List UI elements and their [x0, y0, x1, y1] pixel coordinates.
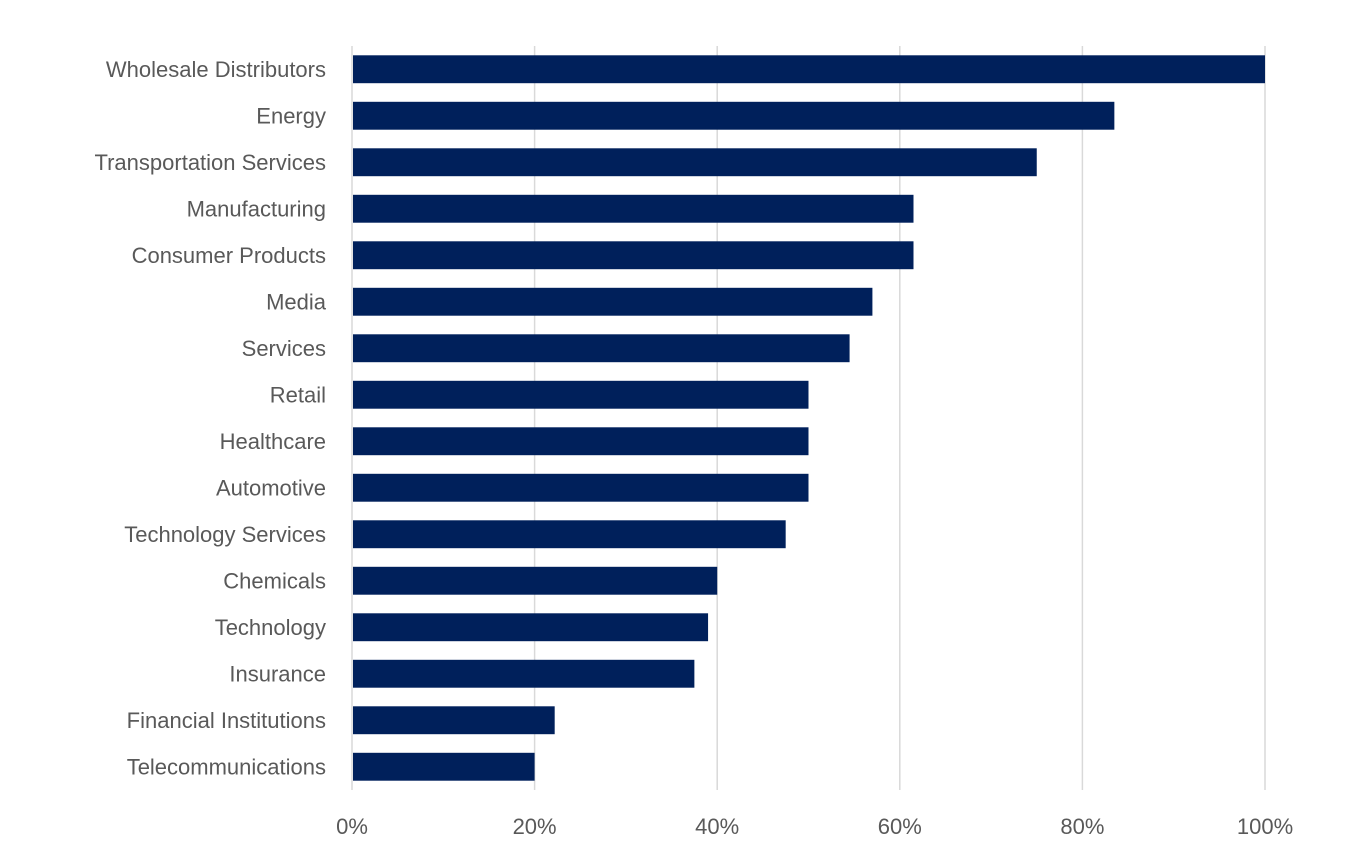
category-label: Insurance — [229, 661, 326, 686]
bar — [353, 194, 914, 223]
x-tick-label: 100% — [1237, 814, 1293, 839]
category-label: Manufacturing — [187, 196, 326, 221]
x-tick-labels: 0% 20% 40% 60% 80% 100% — [336, 814, 1293, 839]
category-label: Transportation Services — [94, 150, 326, 175]
x-tick-label: 20% — [513, 814, 557, 839]
x-tick-label: 80% — [1060, 814, 1104, 839]
bars — [353, 55, 1265, 781]
category-labels: Wholesale Distributors Energy Transportati… — [94, 57, 326, 780]
bar — [353, 427, 809, 456]
bar — [353, 752, 535, 781]
category-label: Retail — [270, 382, 326, 407]
bar — [353, 380, 809, 409]
bar — [353, 566, 718, 595]
category-label: Automotive — [216, 475, 326, 500]
bar — [353, 101, 1115, 130]
bar — [353, 55, 1265, 84]
bar — [353, 241, 914, 270]
bar — [353, 334, 850, 363]
category-label: Technology Services — [124, 522, 326, 547]
category-label: Telecommunications — [127, 754, 326, 779]
category-label: Wholesale Distributors — [106, 57, 326, 82]
bar — [353, 706, 555, 735]
category-label: Media — [266, 289, 327, 314]
bar — [353, 520, 786, 549]
bar — [353, 659, 695, 688]
x-tick-label: 0% — [336, 814, 368, 839]
category-label: Healthcare — [220, 429, 326, 454]
bar — [353, 613, 709, 642]
x-tick-label: 40% — [695, 814, 739, 839]
bar — [353, 473, 809, 502]
category-label: Technology — [215, 615, 326, 640]
category-label: Consumer Products — [132, 243, 326, 268]
bar — [353, 287, 873, 316]
bar — [353, 148, 1037, 177]
category-label: Chemicals — [223, 568, 326, 593]
category-label: Financial Institutions — [127, 708, 326, 733]
category-label: Services — [242, 336, 326, 361]
x-tick-label: 60% — [878, 814, 922, 839]
category-label: Energy — [256, 103, 326, 128]
